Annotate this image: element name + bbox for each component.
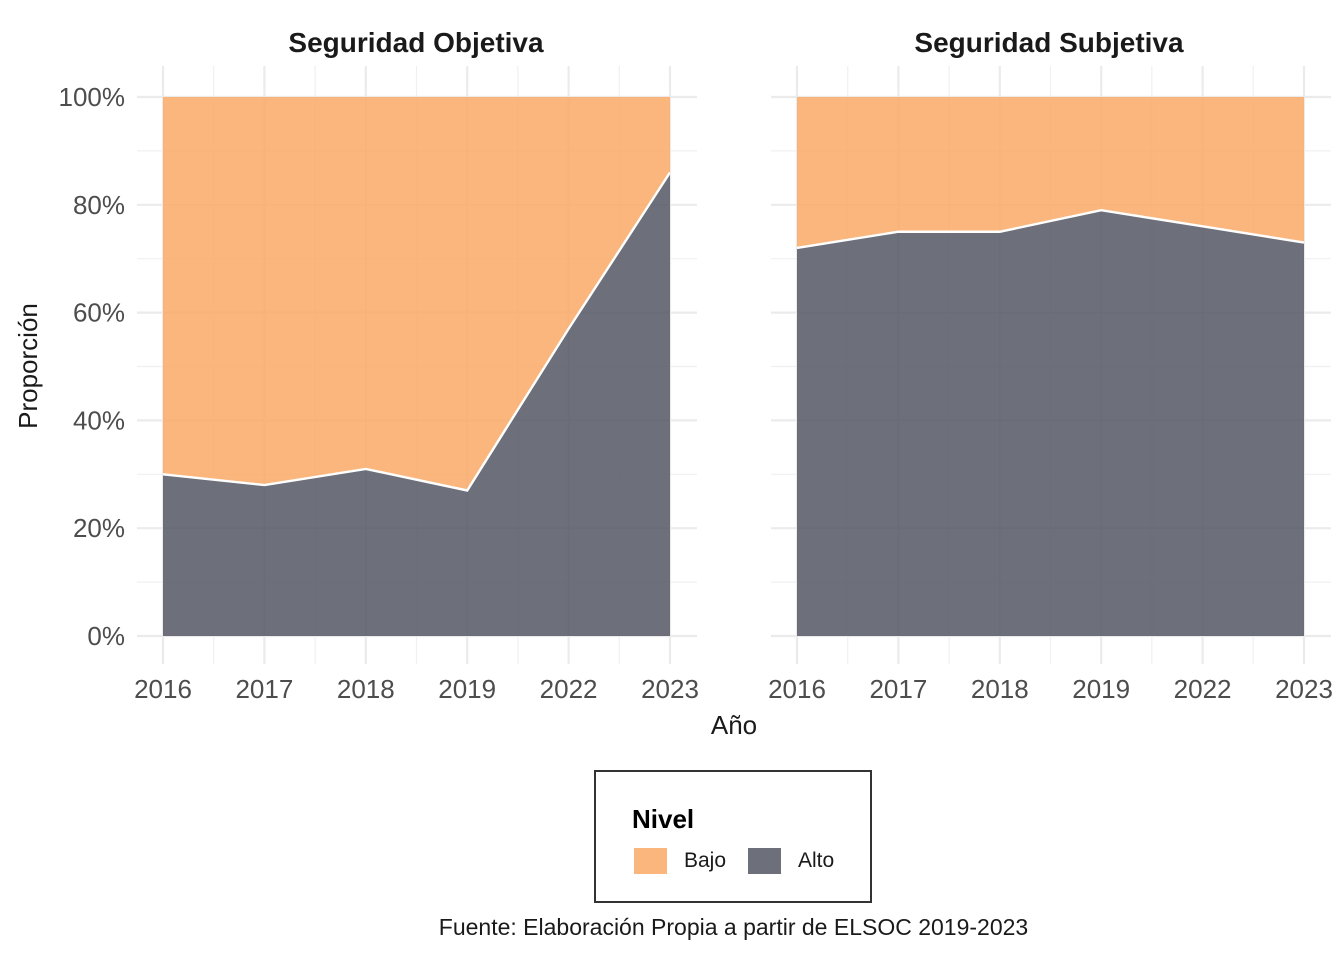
x-tick-label: 2023 <box>1275 674 1333 704</box>
y-tick-label: 80% <box>73 190 125 220</box>
x-tick-label: 2023 <box>641 674 699 704</box>
y-tick-label: 100% <box>59 82 126 112</box>
y-tick-label: 20% <box>73 513 125 543</box>
x-axis-title: Año <box>711 710 757 740</box>
area-alto <box>797 210 1304 636</box>
area-bajo <box>163 97 670 491</box>
x-tick-label: 2019 <box>1072 674 1130 704</box>
legend-swatch-alto <box>748 848 781 874</box>
panel-title: Seguridad Subjetiva <box>914 27 1184 58</box>
y-tick-label: 40% <box>73 405 125 435</box>
boundary-line <box>162 171 672 492</box>
panel-1: Seguridad Objetiva 2016 2017 2018 2019 2022 20… <box>59 27 699 704</box>
legend-label-bajo: Bajo <box>684 849 727 872</box>
legend-swatch-bajo <box>634 848 667 874</box>
legend-item-bajo: Bajo <box>634 848 726 874</box>
legend-item-alto: Alto <box>748 848 834 874</box>
x-tick-label: 2022 <box>540 674 598 704</box>
legend: Nivel Bajo Alto <box>594 770 872 903</box>
y-tick-label: 60% <box>73 298 125 328</box>
caption: Fuente: Elaboración Propia a partir de E… <box>438 914 1029 940</box>
y-axis-title: Proporción <box>13 303 43 429</box>
legend-title: Nivel <box>632 804 695 834</box>
panel-title: Seguridad Objetiva <box>288 27 544 58</box>
x-tick-label: 2018 <box>971 674 1029 704</box>
x-tick-label: 2022 <box>1174 674 1232 704</box>
boundary-line <box>796 208 1305 250</box>
panel-2: Seguridad Subjetiva 2016 2017 2018 2019 2022 2… <box>768 27 1333 704</box>
x-tick-label: 2019 <box>438 674 496 704</box>
legend-label-alto: Alto <box>798 849 835 872</box>
x-tick-label: 2018 <box>337 674 395 704</box>
x-tick-label: 2017 <box>235 674 293 704</box>
y-tick-label: 0% <box>87 621 125 651</box>
x-tick-label: 2016 <box>134 674 192 704</box>
area-bajo <box>797 97 1304 248</box>
x-tick-label: 2017 <box>869 674 927 704</box>
x-tick-label: 2016 <box>768 674 826 704</box>
area-alto <box>163 172 670 636</box>
